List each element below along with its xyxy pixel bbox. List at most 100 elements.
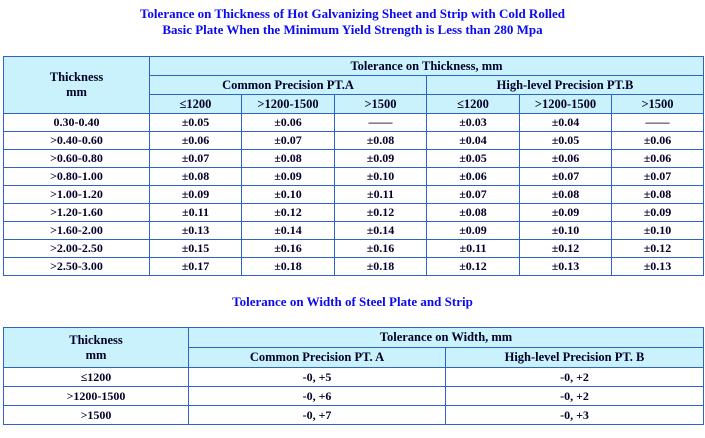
header-row-group: Thickness mm Tolerance on Thickness, mm bbox=[3, 56, 705, 114]
thickness-cell: >1.60-2.00 bbox=[3, 221, 150, 240]
value-cell: ±0.05 bbox=[426, 149, 520, 168]
thickness-label: Thickness bbox=[69, 332, 123, 347]
value-cell: ±0.09 bbox=[334, 149, 427, 168]
value-cell: ±0.08 bbox=[426, 203, 520, 222]
value-cell: -0, +2 bbox=[444, 367, 705, 387]
thickness-cell: >0.80-1.00 bbox=[3, 167, 150, 186]
value-cell: ±0.09 bbox=[149, 185, 242, 204]
value-cell: ±0.07 bbox=[149, 149, 242, 168]
value-cell: ±0.10 bbox=[334, 167, 427, 186]
thickness-unit: mm bbox=[85, 347, 107, 362]
value-cell: -0, +6 bbox=[188, 386, 446, 406]
value-cell: ±0.05 bbox=[149, 113, 242, 132]
value-cell: ±0.06 bbox=[426, 167, 520, 186]
value-cell: ±0.07 bbox=[519, 167, 612, 186]
table-row: >2.50-3.00 ±0.17 ±0.18 ±0.18 ±0.12 ±0.13… bbox=[3, 257, 705, 276]
width-col-header: >1200-1500 bbox=[241, 94, 335, 114]
width-col-header: ≤1200 bbox=[149, 94, 242, 114]
value-cell: ±0.12 bbox=[610, 239, 705, 258]
value-cell: ±0.14 bbox=[241, 221, 335, 240]
width-tolerance-table: Thickness mm Tolerance on Width, mm Comm… bbox=[3, 327, 705, 425]
width-col-header: >1200-1500 bbox=[519, 94, 612, 114]
value-cell: ±0.17 bbox=[149, 257, 242, 276]
high-precision-header: High-level Precision PT.B bbox=[425, 75, 705, 95]
value-cell: ±0.15 bbox=[149, 239, 242, 258]
value-cell: ±0.13 bbox=[519, 257, 612, 276]
value-cell: ±0.04 bbox=[519, 113, 612, 132]
header-row-widths: ≤1200 >1200-1500 >1500 ≤1200 >1200-1500 … bbox=[4, 94, 705, 114]
value-cell: ±0.12 bbox=[241, 203, 335, 222]
thickness-cell: >1500 bbox=[3, 405, 189, 425]
value-cell: ±0.08 bbox=[334, 131, 427, 150]
thickness-cell: >2.00-2.50 bbox=[3, 239, 150, 258]
value-cell: ±0.16 bbox=[334, 239, 427, 258]
table-row: 0.30-0.40 ±0.05 ±0.06 —— ±0.03 ±0.04 —— bbox=[3, 113, 705, 132]
thickness-column-header: Thickness mm bbox=[3, 327, 189, 368]
common-precision-header: Common Precision PT. A bbox=[188, 347, 446, 368]
table-row: >0.80-1.00 ±0.08 ±0.09 ±0.10 ±0.06 ±0.07… bbox=[3, 167, 705, 186]
thickness-cell: >1.00-1.20 bbox=[3, 185, 150, 204]
width-col-header: ≤1200 bbox=[426, 94, 520, 114]
value-cell: ±0.13 bbox=[610, 257, 705, 276]
thickness-label: Thickness bbox=[49, 70, 104, 84]
thickness-cell: >0.60-0.80 bbox=[3, 149, 150, 168]
value-cell: -0, +7 bbox=[188, 405, 446, 425]
value-cell: ±0.09 bbox=[610, 203, 705, 222]
value-cell: ±0.09 bbox=[426, 221, 520, 240]
value-cell: ±0.13 bbox=[149, 221, 242, 240]
table-row: >1200-1500 -0, +6 -0, +2 bbox=[3, 386, 705, 406]
value-cell: —— bbox=[334, 113, 427, 132]
value-cell: -0, +2 bbox=[444, 386, 705, 406]
value-cell: ±0.03 bbox=[426, 113, 520, 132]
value-cell: ±0.11 bbox=[334, 185, 427, 204]
value-cell: -0, +3 bbox=[444, 405, 705, 425]
table-row: ≤1200 -0, +5 -0, +2 bbox=[3, 367, 705, 387]
table-row: >1500 -0, +7 -0, +3 bbox=[3, 405, 705, 425]
value-cell: ±0.07 bbox=[610, 167, 705, 186]
header-row-precision: Common Precision PT. A High-level Precis… bbox=[4, 347, 705, 368]
value-cell: ±0.10 bbox=[241, 185, 335, 204]
width-table-title: Tolerance on Width of Steel Plate and St… bbox=[232, 294, 473, 309]
value-cell: ±0.18 bbox=[334, 257, 427, 276]
value-cell: —— bbox=[610, 113, 705, 132]
value-cell: ±0.16 bbox=[241, 239, 335, 258]
tolerance-group-header: Tolerance on Width, mm bbox=[187, 327, 705, 348]
value-cell: ±0.06 bbox=[519, 149, 612, 168]
value-cell: ±0.08 bbox=[149, 167, 242, 186]
value-cell: ±0.06 bbox=[610, 149, 705, 168]
value-cell: ±0.06 bbox=[241, 113, 335, 132]
header-row-precision: Common Precision PT.A High-level Precisi… bbox=[4, 75, 705, 95]
tolerance-group-header: Tolerance on Thickness, mm bbox=[148, 56, 705, 76]
value-cell: ±0.08 bbox=[241, 149, 335, 168]
thickness-cell: >1.20-1.60 bbox=[3, 203, 150, 222]
table-row: >1.00-1.20 ±0.09 ±0.10 ±0.11 ±0.07 ±0.08… bbox=[3, 185, 705, 204]
common-precision-header: Common Precision PT.A bbox=[149, 75, 427, 95]
value-cell: ±0.10 bbox=[610, 221, 705, 240]
value-cell: ±0.10 bbox=[519, 221, 612, 240]
value-cell: ±0.11 bbox=[149, 203, 242, 222]
value-cell: ±0.12 bbox=[426, 257, 520, 276]
thickness-cell: >1200-1500 bbox=[3, 386, 189, 406]
thickness-column-header: Thickness mm bbox=[3, 56, 150, 114]
table-row: >1.20-1.60 ±0.11 ±0.12 ±0.12 ±0.08 ±0.09… bbox=[3, 203, 705, 222]
table-row: >1.60-2.00 ±0.13 ±0.14 ±0.14 ±0.09 ±0.10… bbox=[3, 221, 705, 240]
value-cell: ±0.18 bbox=[241, 257, 335, 276]
table-row: >0.40-0.60 ±0.06 ±0.07 ±0.08 ±0.04 ±0.05… bbox=[3, 131, 705, 150]
value-cell: ±0.07 bbox=[241, 131, 335, 150]
thickness-tolerance-table: Thickness mm Tolerance on Thickness, mm … bbox=[3, 56, 705, 276]
table-row: >2.00-2.50 ±0.15 ±0.16 ±0.16 ±0.11 ±0.12… bbox=[3, 239, 705, 258]
value-cell: ±0.04 bbox=[426, 131, 520, 150]
value-cell: ±0.12 bbox=[519, 239, 612, 258]
high-precision-header: High-level Precision PT. B bbox=[444, 347, 705, 368]
thickness-table-title: Tolerance on Thickness of Hot Galvanizin… bbox=[0, 6, 705, 38]
value-cell: ±0.06 bbox=[610, 131, 705, 150]
value-cell: ±0.09 bbox=[519, 203, 612, 222]
value-cell: ±0.11 bbox=[426, 239, 520, 258]
value-cell: ±0.08 bbox=[519, 185, 612, 204]
table-row: >0.60-0.80 ±0.07 ±0.08 ±0.09 ±0.05 ±0.06… bbox=[3, 149, 705, 168]
header-row-group: Thickness mm Tolerance on Width, mm bbox=[3, 327, 705, 368]
width-col-header: >1500 bbox=[334, 94, 427, 114]
value-cell: ±0.08 bbox=[610, 185, 705, 204]
value-cell: ±0.06 bbox=[149, 131, 242, 150]
thickness-title-line1: Tolerance on Thickness of Hot Galvanizin… bbox=[139, 6, 566, 21]
